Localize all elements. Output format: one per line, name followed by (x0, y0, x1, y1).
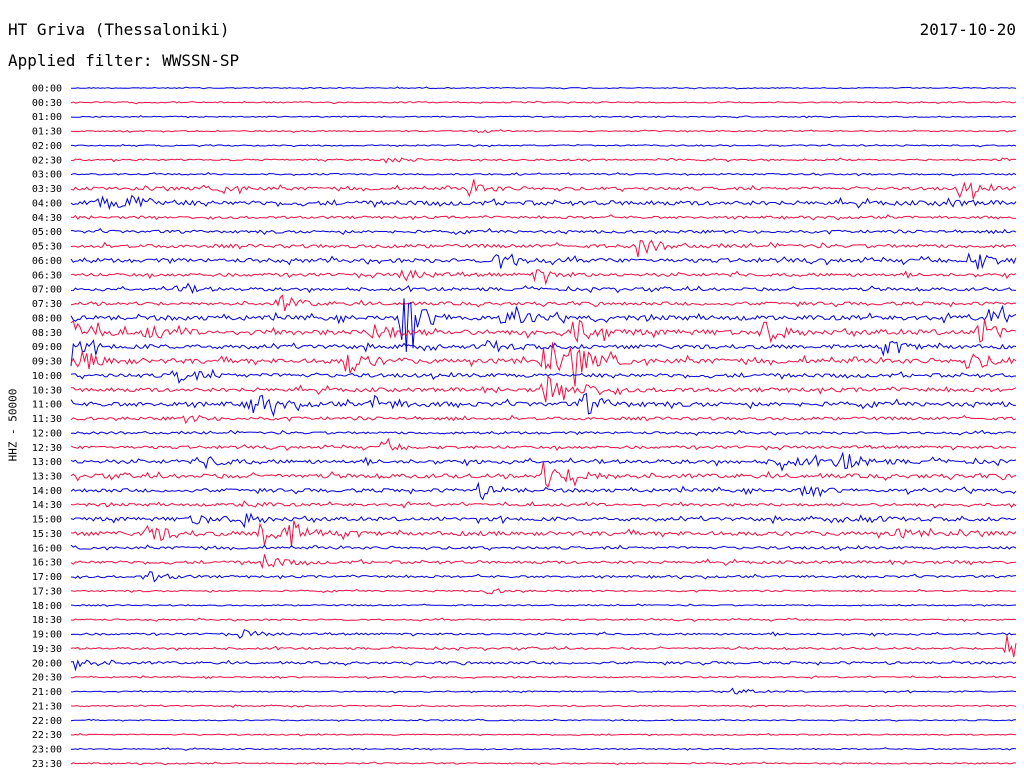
row-time-label: 06:00 (32, 256, 62, 267)
row-time-label: 11:30 (32, 414, 62, 425)
seismic-trace (70, 571, 1017, 583)
row-time-label: 21:30 (32, 701, 62, 712)
row-time-label: 19:30 (32, 644, 62, 655)
seismic-trace (70, 342, 1017, 387)
row-time-label: 05:00 (32, 227, 62, 238)
row-time-label: 01:00 (32, 112, 62, 123)
row-time-label: 17:00 (32, 572, 62, 583)
row-time-label: 23:30 (32, 759, 62, 770)
seismic-trace (70, 368, 1017, 384)
row-time-label: 16:00 (32, 543, 62, 554)
seismic-trace (70, 115, 1017, 119)
seismic-trace (70, 214, 1016, 221)
row-time-label: 12:00 (32, 428, 62, 439)
seismic-trace (70, 718, 1016, 722)
seismic-trace (70, 414, 1017, 425)
row-time-label: 00:00 (32, 84, 62, 95)
seismic-trace (70, 429, 1017, 436)
row-time-label: 08:00 (32, 313, 62, 324)
row-time-label: 14:30 (32, 500, 62, 511)
seismic-trace (70, 704, 1017, 708)
seismic-trace (70, 239, 1017, 258)
row-time-label: 18:30 (32, 615, 62, 626)
seismic-trace (70, 294, 1017, 312)
seismic-trace (70, 339, 1017, 367)
seismic-trace (71, 747, 1017, 751)
row-time-label: 18:00 (32, 601, 62, 612)
seismic-trace (70, 194, 1017, 211)
station-title: HT Griva (Thessaloniki) (8, 20, 230, 39)
seismic-trace (71, 375, 1017, 403)
seismic-trace (70, 512, 1017, 529)
seismic-trace (70, 157, 1017, 164)
seismic-trace (70, 282, 1017, 295)
row-time-label: 13:00 (32, 457, 62, 468)
seismic-trace (70, 733, 1016, 737)
row-time-label: 16:30 (32, 558, 62, 569)
row-time-label: 20:00 (32, 658, 62, 669)
seismic-trace (70, 460, 1017, 488)
row-time-label: 21:00 (32, 687, 62, 698)
row-time-label: 14:00 (32, 486, 62, 497)
date-label: 2017-10-20 (919, 20, 1016, 39)
seismic-trace (70, 603, 1017, 607)
seismic-trace (70, 171, 1017, 177)
seismic-trace (70, 319, 1017, 344)
row-time-label: 19:00 (32, 630, 62, 641)
seismic-trace (70, 500, 1017, 509)
row-time-label: 05:30 (32, 242, 62, 253)
seismic-trace (70, 269, 1017, 286)
seismic-trace (71, 675, 1017, 680)
seismic-trace (70, 129, 1017, 134)
seismic-trace (70, 100, 1017, 105)
seismic-trace (70, 179, 1017, 200)
seismic-trace (70, 635, 1017, 658)
seismic-trace (70, 629, 1017, 639)
row-time-label: 10:30 (32, 385, 62, 396)
seismic-trace (70, 687, 1017, 695)
row-time-label: 00:30 (32, 98, 62, 109)
seismic-trace (70, 659, 1017, 672)
row-time-label: 03:00 (32, 170, 62, 181)
filter-label: Applied filter: WWSSN-SP (8, 51, 240, 70)
seismic-trace (71, 227, 1017, 236)
seismic-trace (70, 554, 1017, 570)
seismic-trace (70, 252, 1017, 270)
seismic-trace (70, 520, 1017, 547)
row-time-label: 22:30 (32, 730, 62, 741)
seismic-trace (70, 437, 1017, 452)
row-time-label: 17:30 (32, 586, 62, 597)
row-time-label: 11:00 (32, 400, 62, 411)
row-time-label: 07:00 (32, 285, 62, 296)
seismic-trace (70, 761, 1017, 766)
row-time-label: 09:30 (32, 357, 62, 368)
seismic-trace (70, 544, 1017, 552)
row-time-label: 07:30 (32, 299, 62, 310)
row-time-label: 13:30 (32, 471, 62, 482)
seismic-trace (70, 298, 1017, 353)
seismic-trace (70, 86, 1017, 90)
seismic-trace (70, 588, 1017, 595)
row-time-label: 23:00 (32, 745, 62, 756)
seismic-trace (71, 143, 1017, 148)
row-time-label: 06:30 (32, 270, 62, 281)
row-time-label: 02:00 (32, 141, 62, 152)
row-time-label: 04:00 (32, 198, 62, 209)
row-time-label: 02:30 (32, 155, 62, 166)
row-time-label: 20:30 (32, 673, 62, 684)
row-time-label: 01:30 (32, 127, 62, 138)
row-time-label: 04:30 (32, 213, 62, 224)
row-time-label: 10:00 (32, 371, 62, 382)
row-time-label: 09:00 (32, 342, 62, 353)
seismic-trace (70, 481, 1017, 501)
row-time-label: 15:30 (32, 529, 62, 540)
seismic-trace (70, 392, 1017, 418)
row-time-label: 08:30 (32, 328, 62, 339)
row-time-label: 03:30 (32, 184, 62, 195)
seismic-trace (70, 617, 1017, 622)
row-time-label: 15:00 (32, 515, 62, 526)
row-time-label: 22:00 (32, 716, 62, 727)
row-time-label: 12:30 (32, 443, 62, 454)
